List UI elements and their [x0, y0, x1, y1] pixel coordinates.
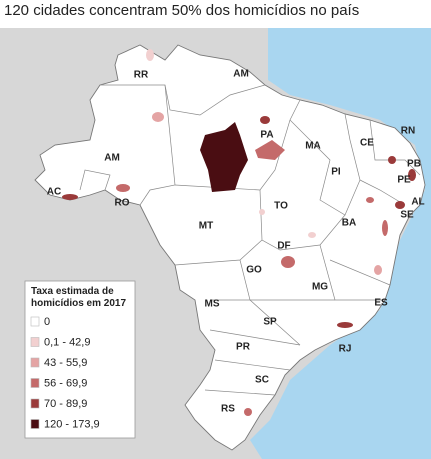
- state-label: CE: [360, 138, 374, 149]
- legend-label: 56 - 69,9: [44, 377, 87, 389]
- state-label: ES: [374, 298, 388, 309]
- legend-label: 70 - 89,9: [44, 398, 87, 410]
- state-label: RS: [221, 404, 235, 415]
- state-label: TO: [274, 201, 288, 212]
- brazil: [34, 44, 426, 451]
- state-label: AM: [104, 153, 120, 164]
- title: 120 cidades concentram 50% dos homicídio…: [4, 2, 359, 19]
- state-label: SP: [263, 317, 277, 328]
- state-labels: RR AM AM PA MA CE RN PB PE AL SE PI AC R…: [47, 69, 425, 415]
- legend-label: 120 - 173,9: [44, 418, 100, 430]
- state-label: RO: [115, 198, 130, 209]
- legend-swatch: [30, 337, 40, 347]
- state-label: AL: [411, 197, 424, 208]
- legend-swatch: [30, 419, 40, 429]
- state-label: SC: [255, 375, 269, 386]
- legend: Taxa estimada de homicídios em 2017 0 0,1…: [24, 280, 136, 439]
- state-label: MT: [199, 221, 213, 232]
- city-marks: [62, 49, 416, 416]
- state-label: PA: [260, 130, 273, 141]
- state-label: PB: [407, 159, 421, 170]
- legend-swatch: [30, 316, 40, 327]
- ocean: [250, 28, 431, 459]
- state-label: MA: [305, 141, 321, 152]
- state-label: RN: [401, 126, 415, 137]
- state-label: PR: [236, 342, 251, 353]
- legend-label: 0: [44, 316, 50, 328]
- legend-box: [24, 280, 136, 439]
- state-label: RJ: [339, 344, 352, 355]
- legend-label: 43 - 55,9: [44, 357, 87, 369]
- state-label: MS: [205, 299, 220, 310]
- state-label: AM: [233, 69, 249, 80]
- state-label: DF: [277, 241, 290, 252]
- legend-swatch: [30, 398, 40, 409]
- state-label: MG: [312, 282, 328, 293]
- state-label: RR: [134, 70, 149, 81]
- state-label: PE: [397, 175, 411, 186]
- legend-swatch: [30, 357, 40, 368]
- legend-label: 0,1 - 42,9: [44, 336, 90, 348]
- state-label: BA: [342, 218, 356, 229]
- legend-title: Taxa estimada de: [31, 286, 114, 297]
- state-label: AC: [47, 187, 61, 198]
- state-label: PI: [331, 167, 341, 178]
- legend-swatch: [30, 378, 40, 388]
- state-borders: [79, 84, 421, 396]
- legend-title: homicídios em 2017: [31, 298, 126, 309]
- state-label: SE: [400, 210, 414, 221]
- state-label: GO: [246, 265, 262, 276]
